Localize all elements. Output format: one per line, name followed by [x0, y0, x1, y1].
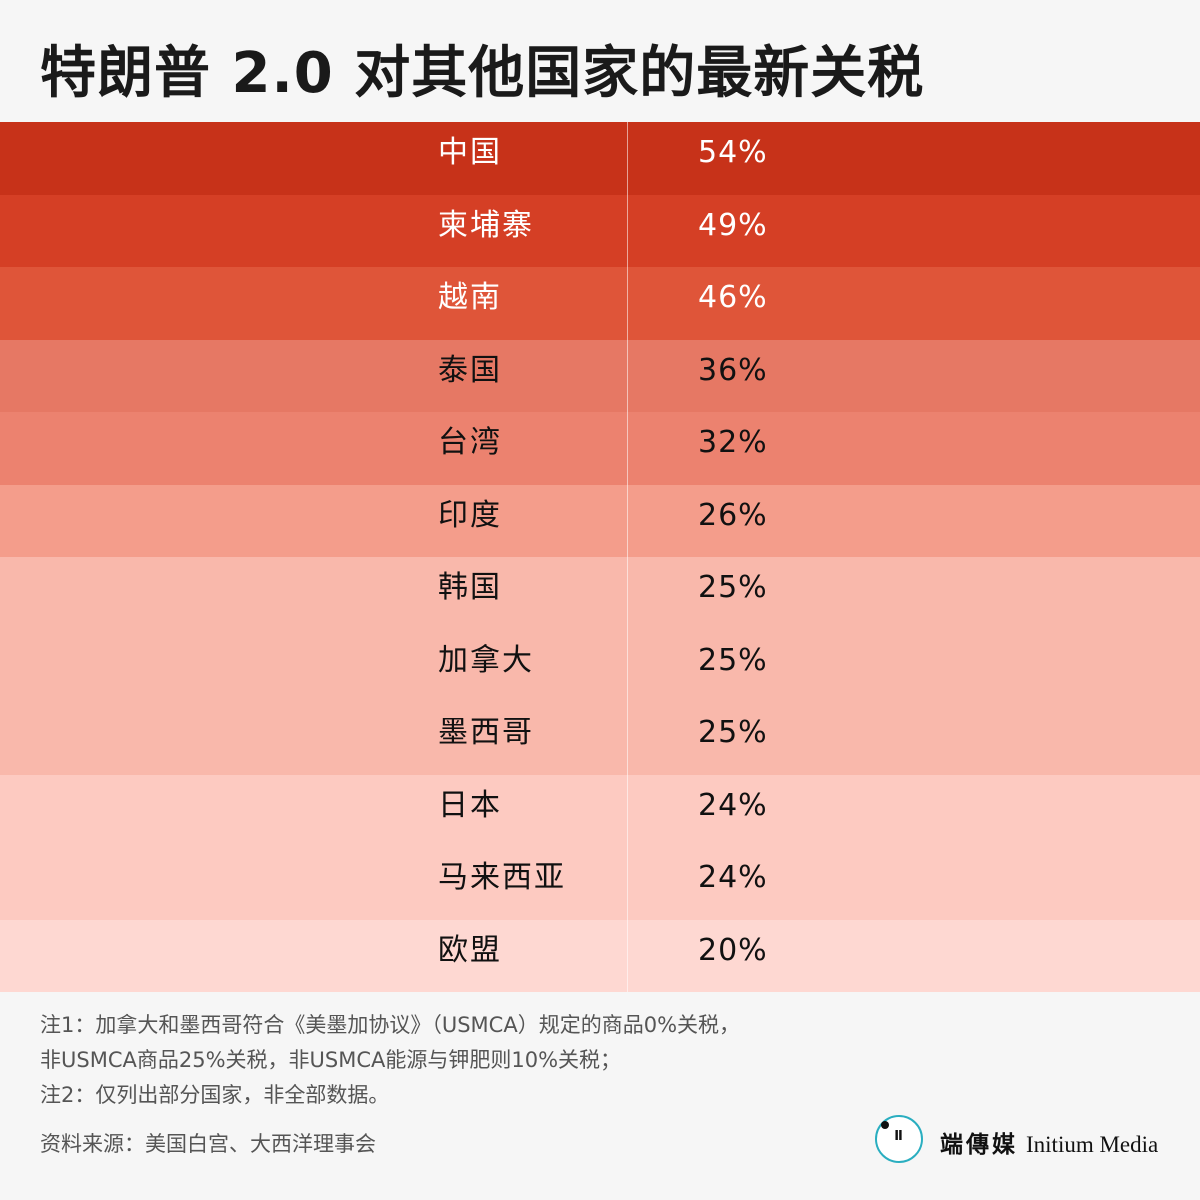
- initium-logo-icon: Ⅱ: [875, 1115, 923, 1163]
- notes: 注1：加拿大和墨西哥符合《美墨加协议》（USMCA）规定的商品0%关税， 非US…: [40, 1008, 740, 1113]
- country-name: 加拿大: [438, 642, 534, 678]
- logo-dot: [881, 1121, 889, 1129]
- table-row: 柬埔寨 49%: [0, 194, 1200, 267]
- country-name: 越南: [438, 280, 502, 315]
- tariff-value: 20%: [698, 932, 768, 968]
- table-row: 欧盟 20%: [0, 919, 1200, 992]
- tariff-table: 欧盟 20% 马来西亚 24% 日本 24% 墨西哥 25% 加拿大 25% 韩国 25% 印度 26% 台…: [0, 122, 1200, 992]
- tariff-value: 32%: [698, 425, 768, 460]
- table-row: 加拿大 25%: [0, 629, 1200, 702]
- table-row: 墨西哥 25%: [0, 702, 1200, 775]
- country-name: 印度: [438, 497, 502, 533]
- source-text: 资料来源：美国白宫、大西洋理事会: [40, 1132, 376, 1156]
- table-row: 中国 54%: [0, 122, 1200, 195]
- table-row: 台湾 32%: [0, 412, 1200, 485]
- country-name: 柬埔寨: [438, 207, 534, 243]
- tariff-value: 24%: [698, 860, 768, 895]
- country-name: 韩国: [438, 570, 502, 605]
- tariff-value: 25%: [698, 642, 768, 678]
- country-name: 欧盟: [438, 932, 502, 968]
- tariff-value: 49%: [698, 207, 768, 243]
- table-row: 泰国 36%: [0, 339, 1200, 412]
- tariff-value: 24%: [698, 787, 768, 823]
- brand-name-zh: 端傳媒: [940, 1131, 1018, 1158]
- country-name: 台湾: [438, 425, 502, 460]
- country-name: 日本: [438, 787, 502, 823]
- page-title: 特朗普 2.0 对其他国家的最新关税: [40, 41, 925, 106]
- country-name: 中国: [438, 135, 502, 170]
- country-name: 墨西哥: [438, 715, 534, 750]
- tariff-value: 36%: [698, 352, 768, 388]
- note-line-3: 注2：仅列出部分国家，非全部数据。: [40, 1083, 390, 1107]
- country-name: 泰国: [438, 352, 502, 388]
- note-line-1: 注1：加拿大和墨西哥符合《美墨加协议》（USMCA）规定的商品0%关税，: [40, 1013, 741, 1037]
- table-row: 越南 46%: [0, 267, 1200, 340]
- brand-name: 端傳媒 Initium Media: [940, 1125, 1158, 1159]
- column-divider: [627, 122, 628, 992]
- table-row: 马来西亚 24%: [0, 847, 1200, 920]
- table-row: 日本 24%: [0, 774, 1200, 847]
- country-name: 马来西亚: [438, 860, 566, 895]
- tariff-value: 46%: [698, 280, 768, 315]
- tariff-value: 54%: [698, 135, 768, 170]
- note-line-2: 非USMCA商品25%关税，非USMCA能源与钾肥则10%关税；: [40, 1048, 622, 1072]
- table-row: 韩国 25%: [0, 557, 1200, 630]
- brand-name-en: Initium Media: [1026, 1132, 1159, 1157]
- table-row: 印度 26%: [0, 484, 1200, 557]
- logo-glyph: Ⅱ: [894, 1129, 904, 1144]
- tariff-value: 25%: [698, 570, 768, 605]
- tariff-value: 25%: [698, 715, 768, 750]
- tariff-value: 26%: [698, 497, 768, 533]
